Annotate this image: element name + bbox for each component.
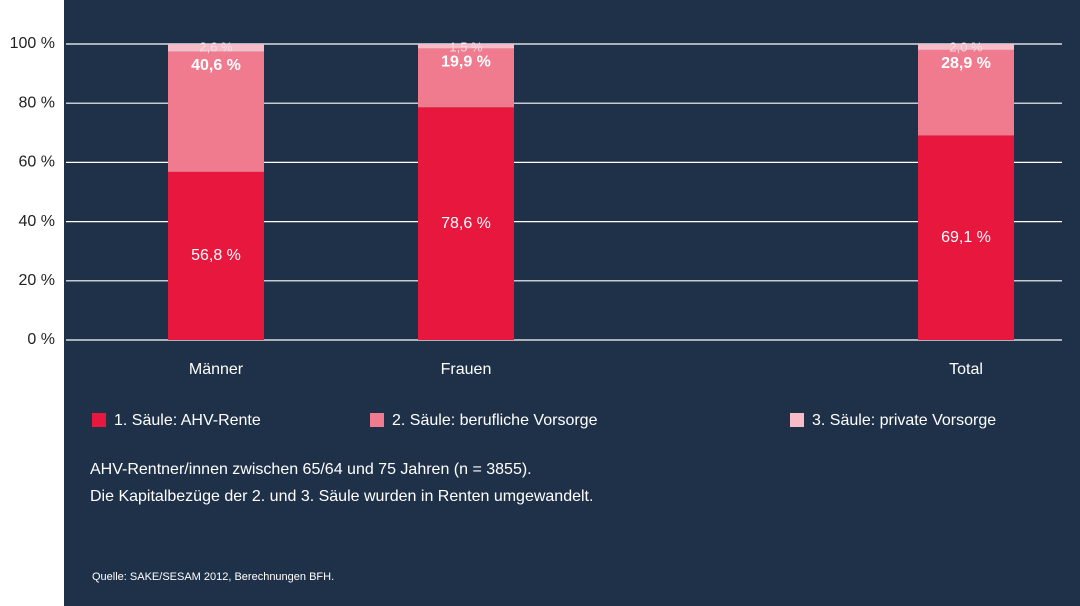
legend-label: 2. Säule: berufliche Vorsorge — [392, 412, 598, 429]
bar-segment — [418, 44, 514, 49]
bar-segment — [918, 135, 1014, 340]
source: Quelle: SAKE/SESAM 2012, Berechnungen BF… — [92, 571, 334, 583]
x-tick-label: Frauen — [441, 361, 492, 378]
y-tick-label: 80 % — [19, 94, 55, 111]
y-tick-label: 20 % — [19, 272, 55, 289]
y-tick-label: 100 % — [10, 35, 55, 52]
bar-segment — [168, 51, 264, 172]
y-tick-label: 40 % — [19, 213, 55, 230]
value-label: 2,0 % — [949, 39, 983, 54]
value-label: 2,6 % — [199, 39, 233, 54]
legend-swatch — [92, 413, 106, 427]
bar-segment — [168, 171, 264, 340]
value-label: 56,8 % — [191, 247, 241, 264]
bar-segment — [418, 107, 514, 341]
legend-swatch — [370, 413, 384, 427]
note: AHV-Rentner/innen zwischen 65/64 und 75 … — [90, 461, 532, 478]
y-tick-label: 0 % — [27, 331, 55, 348]
x-tick-label: Total — [949, 361, 983, 378]
legend-swatch — [790, 413, 804, 427]
bar-segment — [918, 49, 1014, 136]
value-label: 40,6 % — [191, 57, 241, 74]
bar-segment — [168, 44, 264, 52]
x-tick-label: Männer — [189, 361, 244, 378]
bar-segment — [418, 48, 514, 108]
value-label: 69,1 % — [941, 229, 991, 246]
legend-label: 1. Säule: AHV-Rente — [114, 412, 261, 429]
value-label: 28,9 % — [941, 55, 991, 72]
value-label: 1,5 % — [449, 39, 483, 54]
bar-segment — [918, 44, 1014, 50]
value-label: 78,6 % — [441, 215, 491, 232]
legend-label: 3. Säule: private Vorsorge — [812, 412, 996, 429]
y-tick-label: 60 % — [19, 154, 55, 171]
value-label: 19,9 % — [441, 54, 491, 71]
note: Die Kapitalbezüge der 2. und 3. Säule wu… — [90, 488, 593, 505]
